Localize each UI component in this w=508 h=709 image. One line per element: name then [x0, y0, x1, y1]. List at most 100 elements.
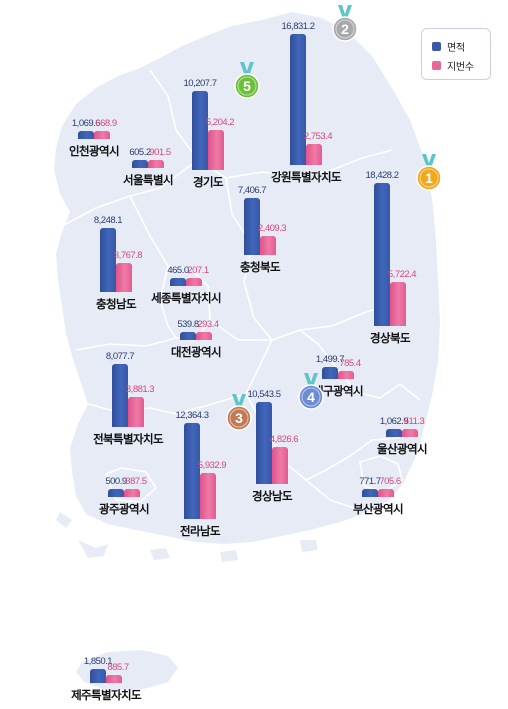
bar-area-ulsan — [386, 428, 402, 437]
region-name-jeju: 제주특별자치도 — [71, 690, 141, 702]
region-gangwon: 16,831.2 2,753.4 — [282, 0, 333, 165]
bar-lots-jeonbuk — [128, 396, 144, 427]
province-borders — [61, 69, 421, 511]
value-area-ulsan: 1,062.9 — [379, 415, 409, 427]
region-name-busan: 부산광역시 — [353, 504, 404, 516]
value-lots-jeju: 885.7 — [107, 662, 129, 673]
bar-lots-gyeongnam — [272, 446, 288, 484]
bar-lots-jeju — [106, 675, 122, 683]
legend-swatch-area — [432, 42, 441, 51]
medal-icon-rank-2: 2 — [332, 5, 358, 43]
region-name-daegu: 대구광역시 — [313, 386, 364, 398]
region-ulsan: 1,062.9 511.3 — [380, 237, 425, 437]
region-incheon: 1,069.6 668.9 — [72, 0, 117, 139]
region-busan: 771.7 705.6 — [359, 297, 401, 497]
region-name-gyeonggi: 경기도 — [193, 177, 224, 189]
bar-area-seoul — [132, 160, 148, 168]
medal-rank-number: 5 — [243, 78, 251, 94]
mainland-shape — [54, 12, 440, 562]
value-area-daejeon: 539.8 — [177, 319, 199, 330]
region-jeonbuk: 8,077.7 3,881.3 — [106, 227, 155, 427]
region-seoul: 605.2 901.5 — [129, 0, 171, 168]
region-name-seoul: 서울특별시 — [123, 175, 174, 187]
value-area-gangwon: 16,831.2 — [281, 21, 315, 33]
value-area-jeonnam: 12,364.3 — [175, 410, 209, 422]
bar-lots-gwangju — [124, 489, 140, 497]
region-name-jeonbuk: 전북특별자치도 — [93, 434, 163, 446]
bar-area-jeonbuk — [112, 364, 128, 427]
bar-area-daejeon — [180, 332, 196, 340]
value-area-sejong: 465.0 — [167, 265, 189, 276]
bar-area-gyeonggi — [192, 90, 208, 170]
medal-icon-rank-1: 1 — [416, 154, 442, 191]
value-lots-gyeongnam: 4,826.6 — [269, 433, 299, 445]
medal-rank-number: 1 — [425, 170, 433, 186]
bar-area-daegu — [322, 367, 338, 379]
region-gyeongnam: 10,543.5 4,826.6 — [248, 284, 299, 484]
region-name-chungbuk: 충청북도 — [240, 262, 281, 274]
region-name-daejeon: 대전광역시 — [171, 347, 222, 359]
value-area-daegu: 1,499.7 — [315, 354, 345, 366]
region-daegu: 1,499.7 785.4 — [316, 179, 361, 379]
bar-lots-incheon — [94, 131, 110, 139]
bar-lots-chungnam — [116, 262, 132, 292]
bar-lots-gyeongbuk — [390, 281, 406, 326]
legend-label-lots: 지번수 — [447, 62, 474, 73]
value-area-chungnam: 8,248.1 — [93, 214, 123, 226]
legend: 면적 지번수 — [421, 28, 491, 80]
region-chungbuk: 7,406.7 2,409.3 — [238, 55, 287, 255]
medal-rank-number: 2 — [341, 21, 349, 37]
value-lots-jeonnam: 5,932.9 — [197, 459, 227, 471]
region-name-gyeongnam: 경상남도 — [252, 491, 293, 503]
bar-area-jeonnam — [184, 423, 200, 519]
region-name-ulsan: 울산광역시 — [377, 444, 428, 456]
value-lots-chungbuk: 2,409.3 — [257, 223, 287, 235]
region-sejong: 465.0 207.1 — [167, 86, 209, 286]
bar-area-jeju — [90, 668, 106, 683]
region-chungnam: 8,248.1 3,767.8 — [94, 92, 143, 292]
bar-lots-gyeonggi — [208, 129, 224, 170]
value-area-chungbuk: 7,406.7 — [237, 184, 267, 196]
value-area-gyeongbuk: 18,428.2 — [365, 170, 399, 181]
region-name-chungnam: 충청남도 — [96, 299, 137, 311]
value-area-gwangju: 500.9 — [105, 476, 127, 487]
region-name-gwangju: 광주광역시 — [99, 504, 150, 516]
bar-area-gwangju — [108, 489, 124, 497]
region-name-jeonnam: 전라남도 — [180, 526, 221, 538]
legend-item-lots: 지번수 — [432, 56, 490, 75]
value-lots-daegu: 785.4 — [339, 358, 361, 369]
bar-area-gyeongbuk — [374, 183, 390, 326]
medal-icon-rank-5: 5 — [234, 61, 260, 99]
value-area-jeju: 1,850.1 — [83, 655, 113, 667]
value-area-incheon: 1,069.6 — [71, 117, 101, 129]
value-area-gyeongnam: 10,543.5 — [247, 389, 281, 401]
legend-label-area: 면적 — [447, 43, 465, 54]
medal-icon-rank-3: 3 — [226, 394, 252, 431]
bar-lots-sejong — [186, 278, 202, 286]
bar-lots-daejeon — [196, 332, 212, 340]
bar-area-incheon — [78, 130, 94, 139]
bar-lots-chungbuk — [260, 236, 276, 255]
medal-rank-number: 4 — [307, 389, 315, 405]
bar-lots-daegu — [338, 371, 354, 379]
bar-area-chungbuk — [244, 197, 260, 255]
bar-lots-jeonnam — [200, 472, 216, 519]
value-lots-gyeongbuk: 5,722.4 — [387, 268, 417, 280]
value-lots-incheon: 668.9 — [95, 118, 117, 129]
value-lots-busan: 705.6 — [379, 476, 401, 487]
region-name-sejong: 세종특별자치시 — [151, 293, 221, 305]
bar-area-chungnam — [100, 228, 116, 292]
region-name-gyeongbuk: 경상북도 — [370, 333, 411, 345]
bar-area-gyeongnam — [256, 402, 272, 484]
legend-swatch-lots — [432, 61, 441, 70]
region-jeju: 1,850.1 885.7 — [84, 483, 129, 683]
value-lots-gangwon: 2,753.4 — [303, 130, 333, 142]
region-gyeonggi: 10,207.7 5,204.2 — [184, 0, 235, 170]
legend-item-area: 면적 — [432, 37, 490, 56]
value-area-gyeonggi: 10,207.7 — [183, 77, 217, 89]
value-lots-gwangju: 387.5 — [125, 476, 147, 487]
bar-area-gangwon — [290, 34, 306, 165]
region-gyeongbuk: 18,428.2 5,722.4 — [366, 126, 417, 326]
